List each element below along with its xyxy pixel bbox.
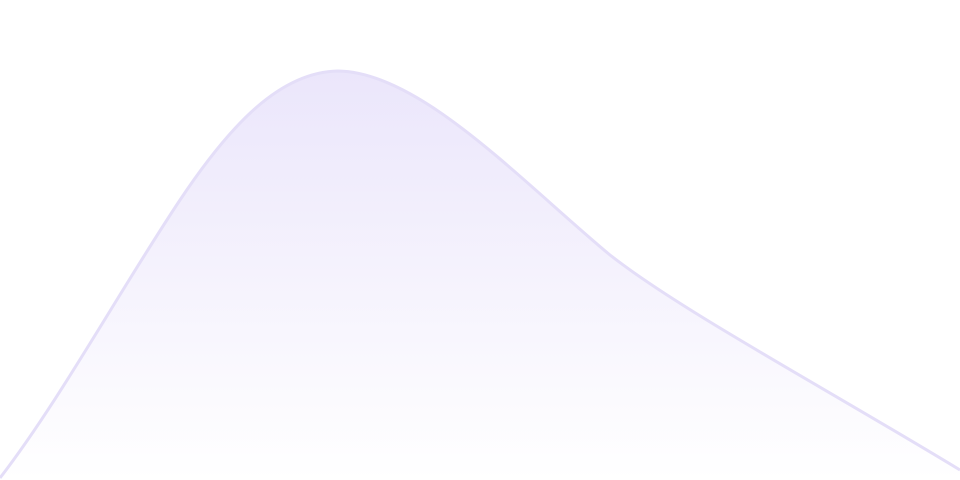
wave-stroke <box>0 69 960 479</box>
wave-fill <box>0 71 960 480</box>
